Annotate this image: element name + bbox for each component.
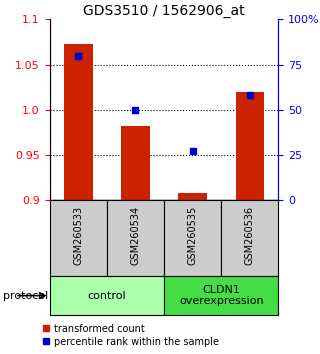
Bar [221,200,278,276]
Bar [64,44,92,200]
Point [190,148,195,154]
Point [133,107,138,113]
Legend: transformed count, percentile rank within the sample: transformed count, percentile rank withi… [38,320,223,350]
Text: GSM260536: GSM260536 [245,206,255,265]
Text: GSM260533: GSM260533 [73,206,83,265]
Text: CLDN1
overexpression: CLDN1 overexpression [179,285,263,307]
Point [76,53,81,58]
Bar [236,92,264,200]
Bar [164,276,278,315]
Bar [121,126,150,200]
Text: control: control [87,291,126,301]
Text: protocol: protocol [3,291,48,301]
Title: GDS3510 / 1562906_at: GDS3510 / 1562906_at [83,5,245,18]
Bar [50,276,164,315]
Text: GSM260535: GSM260535 [188,206,198,266]
Bar [50,200,107,276]
Bar [107,200,164,276]
Point [247,92,252,98]
Bar [164,200,221,276]
Text: GSM260534: GSM260534 [131,206,140,265]
Bar [178,193,207,200]
